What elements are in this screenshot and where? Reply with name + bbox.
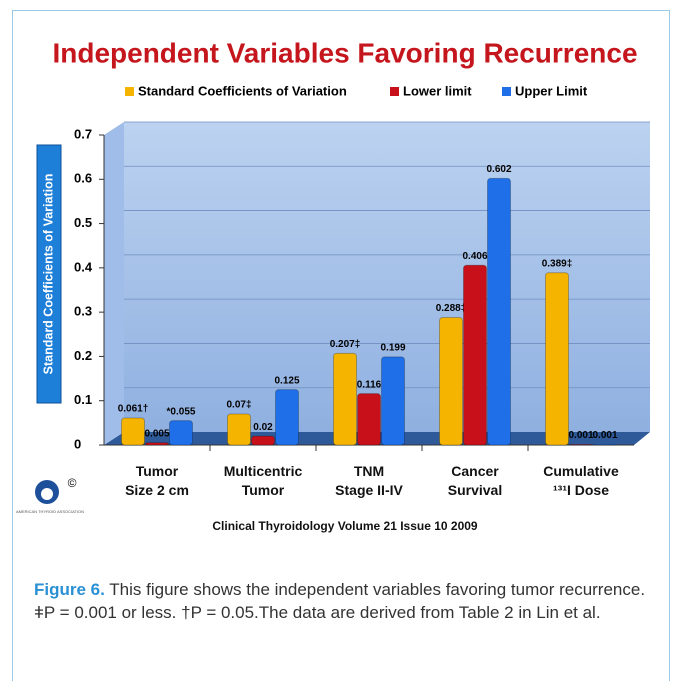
caption-label: Figure 6. bbox=[34, 580, 105, 599]
x-tick-label: Tumor Size 2 cm bbox=[125, 463, 189, 498]
value-label: 0.406 bbox=[462, 251, 487, 262]
legend-label: Standard Coefficients of Variation bbox=[138, 83, 347, 98]
y-tick-label: 0.5 bbox=[74, 215, 92, 230]
y-tick-label: 0.1 bbox=[74, 392, 92, 407]
legend-label: Lower limit bbox=[403, 83, 472, 98]
bar bbox=[463, 264, 487, 446]
ylabel-box bbox=[36, 144, 62, 404]
value-label: 0.389‡ bbox=[542, 258, 573, 269]
y-tick-label: 0 bbox=[74, 436, 81, 451]
bar bbox=[275, 389, 299, 446]
value-label: 0.061† bbox=[118, 404, 149, 415]
value-label: 0.001 bbox=[568, 430, 593, 441]
logo bbox=[41, 488, 53, 500]
value-label: 0.125 bbox=[274, 375, 299, 386]
bar bbox=[145, 442, 169, 446]
x-tick-label: Cumulative ¹³¹I Dose bbox=[543, 463, 619, 498]
bar bbox=[227, 413, 251, 446]
bar bbox=[545, 272, 569, 446]
value-label: 0.207‡ bbox=[330, 339, 361, 350]
value-label: 0.001 bbox=[592, 430, 617, 441]
x-tick-label: TNM Stage II-IV bbox=[335, 463, 403, 498]
caption: Figure 6. This figure shows the independ… bbox=[34, 578, 649, 624]
bar bbox=[169, 420, 193, 446]
source: Clinical Thyroidology Volume 21 Issue 10… bbox=[212, 519, 478, 533]
legend-swatch bbox=[390, 87, 399, 96]
value-label: 0.199 bbox=[380, 343, 405, 354]
y-axis-label: Standard Coefficients of Variation bbox=[41, 174, 55, 375]
value-label: *0.055 bbox=[167, 406, 196, 417]
caption-text: This figure shows the independent variab… bbox=[34, 580, 646, 622]
bar bbox=[121, 417, 145, 446]
bar bbox=[333, 352, 357, 446]
logo-text: AMERICAN THYROID ASSOCIATION bbox=[16, 509, 84, 514]
chart-title: Independent Variables Favoring Recurrenc… bbox=[52, 37, 637, 68]
logo-mark: © bbox=[68, 476, 77, 490]
frame bbox=[12, 10, 670, 681]
value-label: 0.602 bbox=[486, 164, 511, 175]
value-label: 0.288‡ bbox=[436, 303, 467, 314]
value-label: 0.116 bbox=[357, 379, 382, 390]
y-tick-label: 0.4 bbox=[74, 259, 93, 274]
legend-label: Upper Limit bbox=[515, 83, 588, 98]
value-label: 0.02 bbox=[253, 422, 273, 433]
value-label: 0.005 bbox=[144, 428, 169, 439]
y-tick-label: 0.6 bbox=[74, 171, 92, 186]
x-tick-label: Multicentric Tumor bbox=[223, 463, 303, 498]
bar bbox=[439, 316, 463, 446]
bar bbox=[251, 435, 275, 446]
legend-swatch bbox=[125, 87, 134, 96]
y-tick-label: 0.2 bbox=[74, 348, 92, 363]
bar bbox=[357, 393, 381, 446]
legend-swatch bbox=[502, 87, 511, 96]
y-tick-label: 0.3 bbox=[74, 304, 92, 319]
bar bbox=[381, 356, 405, 446]
y-tick-label: 0.7 bbox=[74, 126, 92, 141]
x-tick-label: Cancer Survival bbox=[447, 463, 503, 498]
side-wall bbox=[104, 122, 124, 445]
bar bbox=[487, 177, 511, 446]
value-label: 0.07‡ bbox=[226, 400, 251, 411]
chart: Independent Variables Favoring Recurrenc… bbox=[16, 37, 650, 533]
